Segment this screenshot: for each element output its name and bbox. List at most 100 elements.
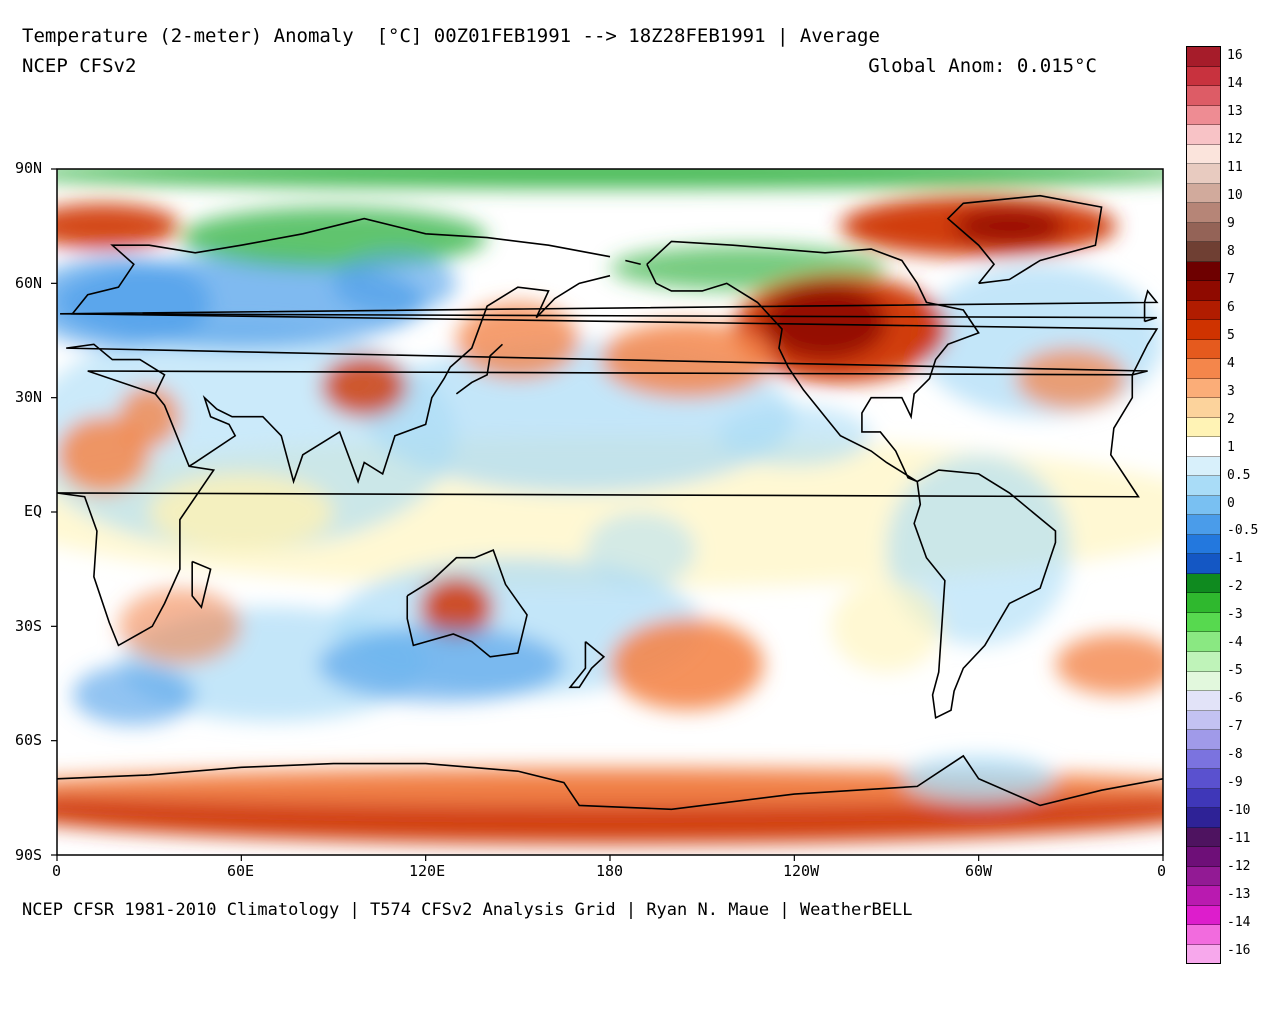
lon-label-0-right: 0 bbox=[1157, 862, 1167, 880]
anomaly-region bbox=[57, 256, 211, 349]
colorbar-bin bbox=[1187, 905, 1220, 926]
colorbar-bin bbox=[1187, 573, 1220, 594]
colorbar-bin bbox=[1187, 359, 1220, 379]
colorbar-bin bbox=[1187, 437, 1220, 457]
colorbar-label: -3 bbox=[1227, 607, 1243, 623]
colorbar-bin bbox=[1187, 456, 1220, 477]
colorbar-bin bbox=[1187, 125, 1220, 145]
anomaly-field bbox=[57, 169, 1163, 855]
coastline bbox=[455, 343, 504, 395]
colorbar-bin bbox=[1187, 320, 1220, 340]
coastline bbox=[57, 370, 1140, 647]
colorbar-bin bbox=[1187, 612, 1220, 633]
coastline bbox=[568, 640, 606, 689]
coastline bbox=[913, 469, 1057, 720]
colorbar-label: 3 bbox=[1227, 383, 1235, 399]
coastline bbox=[191, 560, 212, 610]
anomaly-region bbox=[57, 767, 1163, 806]
footer-credit: NCEP CFSR 1981-2010 Climatology | T574 C… bbox=[22, 900, 913, 920]
lat-label-90n: 90N bbox=[15, 159, 43, 177]
colorbar-bin bbox=[1187, 164, 1220, 184]
colorbar-label: -16 bbox=[1227, 943, 1251, 958]
colorbar-bin bbox=[1187, 66, 1220, 87]
anomaly-region bbox=[610, 618, 764, 711]
colorbar bbox=[1186, 46, 1221, 964]
colorbar-bin bbox=[1187, 47, 1220, 67]
colorbar-bin bbox=[1187, 183, 1220, 204]
colorbar-label: 16 bbox=[1227, 48, 1243, 63]
anomaly-region bbox=[333, 252, 457, 314]
lon-label-60w: 60W bbox=[965, 862, 993, 880]
colorbar-label: -0.5 bbox=[1227, 523, 1259, 539]
colorbar-label: -7 bbox=[1227, 719, 1243, 735]
colorbar-label: -1 bbox=[1227, 551, 1243, 567]
colorbar-bin bbox=[1187, 808, 1220, 828]
colorbar-label: 12 bbox=[1227, 131, 1243, 147]
colorbar-label: 10 bbox=[1227, 187, 1243, 203]
colorbar-bin bbox=[1187, 222, 1220, 243]
colorbar-bin bbox=[1187, 944, 1220, 964]
coastline bbox=[66, 343, 1148, 395]
colorbar-bin bbox=[1187, 886, 1220, 906]
colorbar-bin bbox=[1187, 866, 1220, 887]
lat-label-60s: 60S bbox=[15, 731, 43, 749]
colorbar-bin bbox=[1187, 144, 1220, 165]
anomaly-region bbox=[321, 355, 408, 417]
anomaly-region bbox=[763, 283, 887, 360]
colorbar-label: -6 bbox=[1227, 691, 1243, 707]
map-title: Temperature (2-meter) Anomaly [°C] 00Z01… bbox=[22, 25, 880, 47]
model-label: NCEP CFSv2 bbox=[22, 55, 137, 77]
colorbar-bin bbox=[1187, 515, 1220, 535]
colorbar-bin bbox=[1187, 847, 1220, 867]
colorbar-label: 0.5 bbox=[1227, 467, 1251, 483]
colorbar-bin bbox=[1187, 827, 1220, 848]
colorbar-label: 9 bbox=[1227, 215, 1235, 231]
colorbar-bin bbox=[1187, 749, 1220, 770]
coastline bbox=[57, 754, 1163, 811]
anomaly-region bbox=[57, 169, 1163, 189]
colorbar-bin bbox=[1187, 339, 1220, 360]
lat-label-30s: 30S bbox=[15, 617, 43, 635]
coastline bbox=[60, 289, 1159, 323]
lat-label-90s: 90S bbox=[15, 846, 43, 864]
colorbar-label: 4 bbox=[1227, 355, 1235, 371]
colorbar-label: 1 bbox=[1227, 439, 1235, 455]
colorbar-bin bbox=[1187, 593, 1220, 613]
anomaly-region bbox=[419, 576, 494, 638]
colorbar-bin bbox=[1187, 242, 1220, 262]
colorbar-bin bbox=[1187, 710, 1220, 731]
colorbar-label: -4 bbox=[1227, 635, 1243, 651]
colorbar-bin bbox=[1187, 651, 1220, 672]
colorbar-label: 0 bbox=[1227, 495, 1235, 511]
anomaly-region bbox=[149, 473, 334, 551]
colorbar-bin bbox=[1187, 105, 1220, 126]
anomaly-region bbox=[57, 203, 180, 250]
lon-label-120e: 120E bbox=[409, 862, 446, 880]
colorbar-bin bbox=[1187, 925, 1220, 945]
colorbar-bin bbox=[1187, 495, 1220, 516]
colorbar-label: -11 bbox=[1227, 831, 1251, 847]
colorbar-label: 7 bbox=[1227, 271, 1235, 287]
coastline bbox=[625, 259, 641, 266]
anomaly-region bbox=[456, 302, 580, 379]
colorbar-bin bbox=[1187, 554, 1220, 574]
coastline bbox=[188, 274, 611, 485]
anomaly-region bbox=[179, 207, 488, 269]
colorbar-label: 13 bbox=[1227, 103, 1243, 119]
anomaly-region bbox=[318, 626, 564, 703]
colorbar-bin bbox=[1187, 300, 1220, 321]
colorbar-bin bbox=[1187, 730, 1220, 750]
anomaly-region bbox=[831, 580, 942, 673]
colorbar-bin bbox=[1187, 378, 1220, 399]
coastline bbox=[70, 217, 1159, 376]
colorbar-label: -8 bbox=[1227, 747, 1243, 763]
colorbar-bin bbox=[1187, 203, 1220, 223]
anomaly-map bbox=[51, 168, 1164, 861]
lat-label-30n: 30N bbox=[15, 388, 43, 406]
anomaly-region bbox=[1055, 633, 1163, 695]
colorbar-bin bbox=[1187, 86, 1220, 106]
anomaly-region bbox=[118, 588, 242, 665]
colorbar-bin bbox=[1187, 534, 1220, 555]
lon-label-0-left: 0 bbox=[52, 862, 62, 880]
colorbar-bin bbox=[1187, 398, 1220, 418]
